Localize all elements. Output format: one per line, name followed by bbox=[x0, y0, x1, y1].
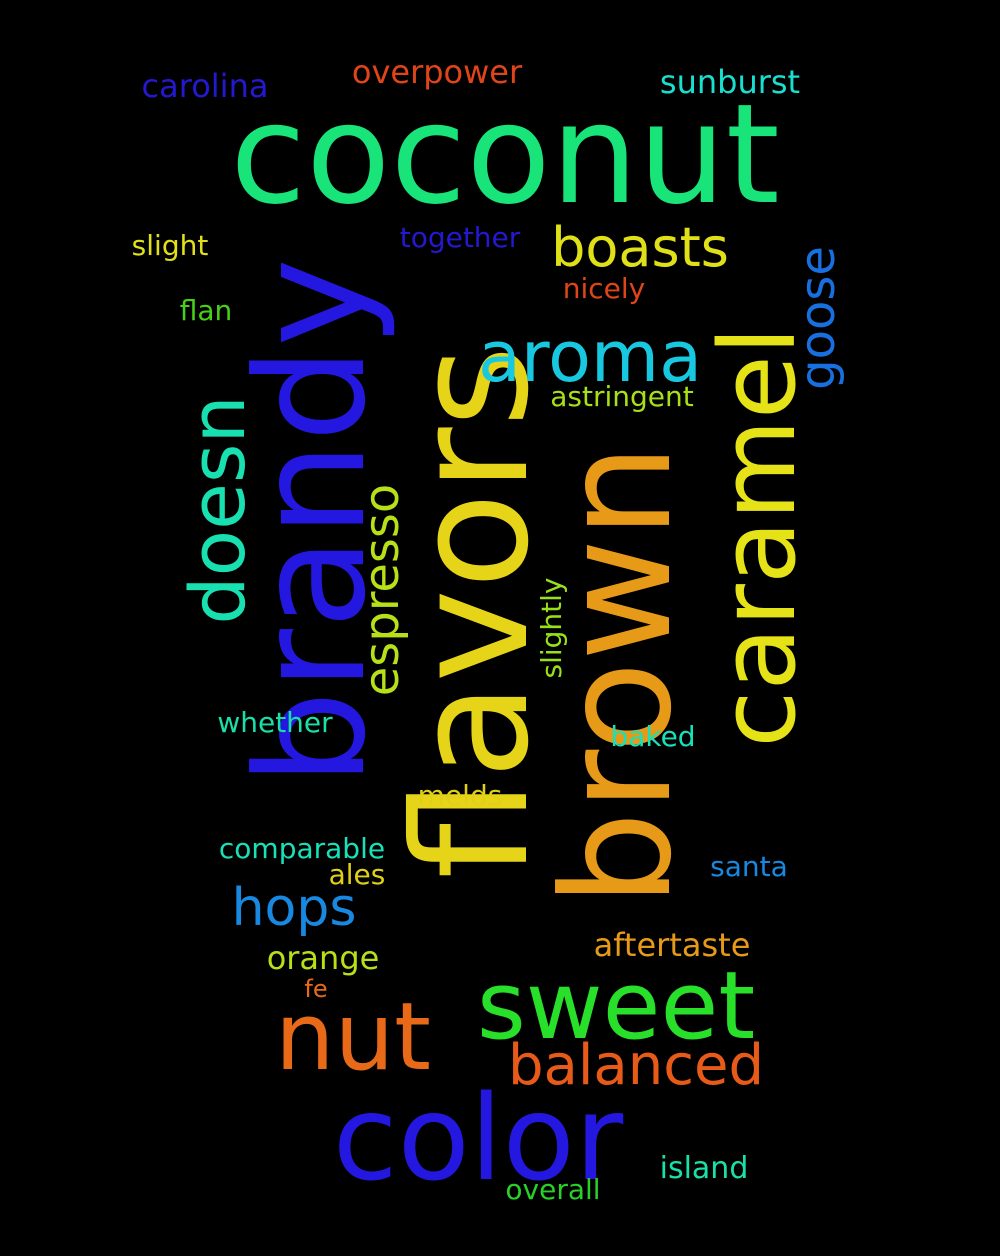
word-doesn: doesn bbox=[173, 395, 262, 625]
word-coconut: coconut bbox=[230, 74, 780, 235]
word-espresso: espresso bbox=[354, 483, 410, 697]
word-nicely: nicely bbox=[562, 272, 646, 305]
word-island: island bbox=[659, 1151, 749, 1186]
word-slightly: slightly bbox=[535, 577, 568, 679]
word-melds: melds bbox=[417, 779, 503, 812]
word-whether: whether bbox=[217, 706, 333, 739]
word-nut: nut bbox=[274, 983, 432, 1092]
word-overall: overall bbox=[505, 1173, 601, 1206]
word-sunburst: sunburst bbox=[659, 63, 801, 101]
word-carolina: carolina bbox=[141, 67, 269, 105]
word-comparable: comparable bbox=[218, 832, 386, 865]
word-slight: slight bbox=[131, 229, 209, 262]
word-flan: flan bbox=[179, 294, 233, 327]
word-hops: hops bbox=[231, 878, 357, 938]
word-balanced: balanced bbox=[507, 1033, 765, 1098]
word-boasts: boasts bbox=[551, 216, 729, 279]
word-aftertaste: aftertaste bbox=[593, 926, 751, 964]
word-goose: goose bbox=[790, 246, 846, 390]
word-fe: fe bbox=[304, 975, 328, 1003]
word-together: together bbox=[399, 221, 521, 254]
word-color: color bbox=[332, 1069, 624, 1207]
word-baked: baked bbox=[610, 720, 696, 753]
word-astringent: astringent bbox=[550, 380, 694, 413]
word-sweet: sweet bbox=[476, 952, 756, 1061]
word-ales: ales bbox=[328, 858, 386, 891]
word-aroma: aroma bbox=[477, 316, 703, 398]
word-orange: orange bbox=[266, 939, 380, 977]
word-overpower: overpower bbox=[351, 53, 523, 91]
word-santa: santa bbox=[710, 850, 788, 883]
